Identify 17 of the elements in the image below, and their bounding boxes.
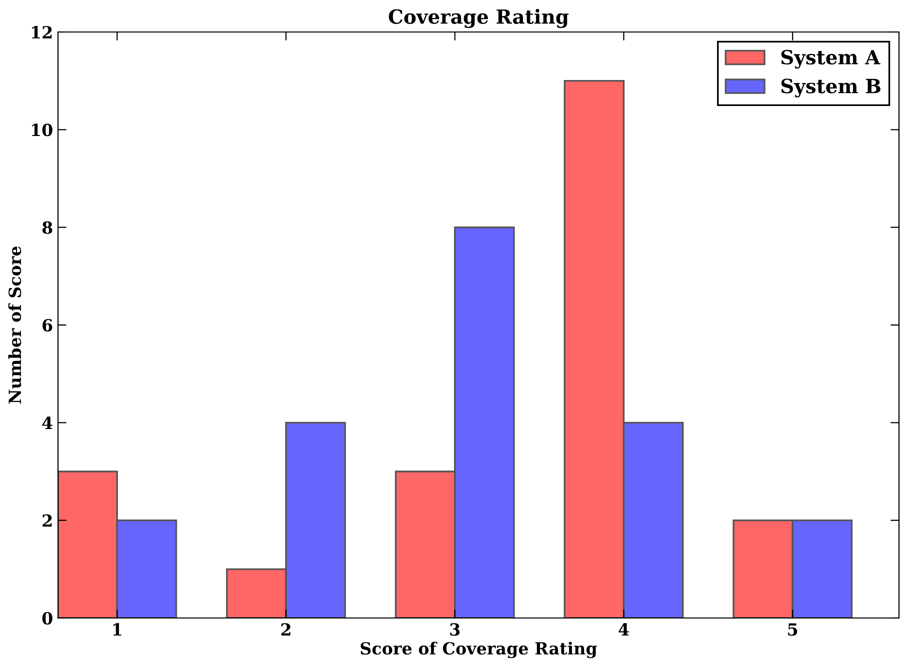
x-tick-label: 2 [281,623,290,636]
x-tick-label: 1 [113,623,122,636]
legend-label: System A [781,50,880,69]
y-tick-label: 10 [32,124,52,136]
y-tick-label: 8 [42,221,52,234]
y-tick-label: 4 [42,416,52,429]
x-tick-label: 5 [788,623,798,636]
x-tick-label: 4 [618,623,629,636]
y-tick-label: 2 [42,514,52,527]
y-axis-title: Number of Score [8,246,22,404]
legend-label: System B [781,78,880,98]
y-tick-label: 12 [32,26,52,38]
y-tick-label: 6 [42,318,52,332]
y-tick-label: 0 [42,612,52,625]
x-axis-title: Score of Coverage Rating [360,642,597,658]
x-tick-label: 3 [450,623,460,636]
chart-title: Coverage Rating [388,8,569,28]
